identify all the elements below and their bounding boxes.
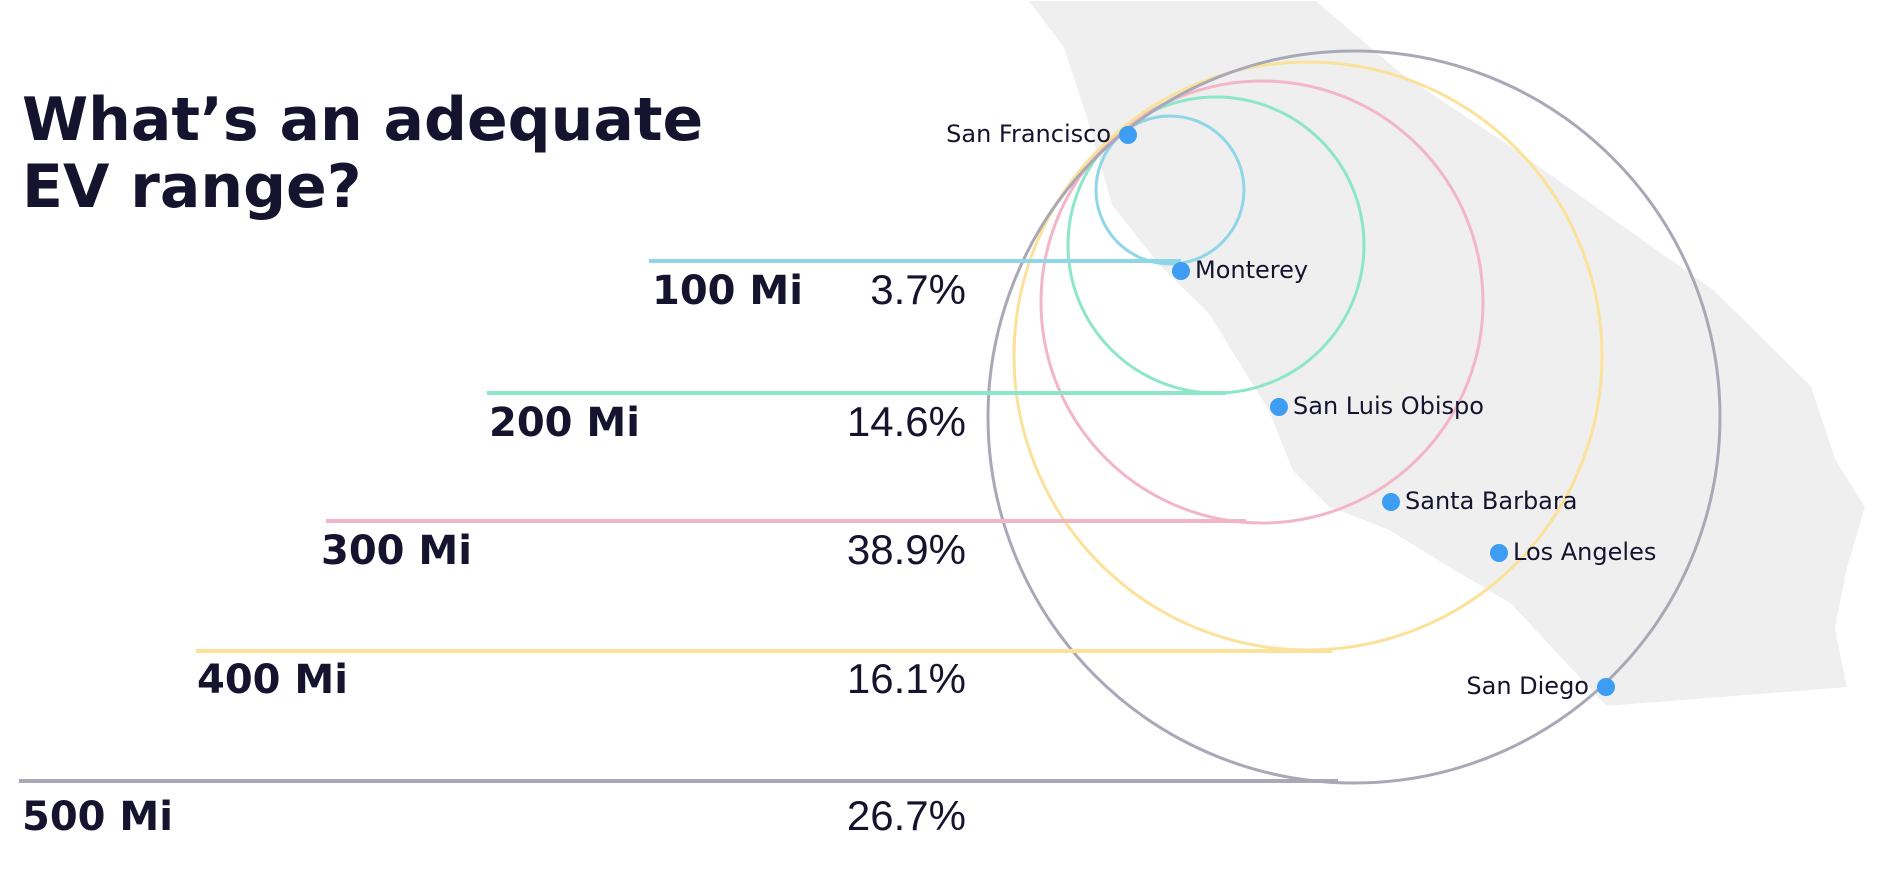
range-ring bbox=[1094, 114, 1246, 266]
range-label: 100 Mi bbox=[652, 268, 803, 314]
range-share: 26.7% bbox=[847, 792, 966, 839]
range-label: 400 Mi bbox=[197, 657, 348, 703]
title-line: What’s an adequate bbox=[22, 85, 703, 155]
city-dot bbox=[1382, 493, 1400, 511]
city-label: Los Angeles bbox=[1513, 538, 1656, 566]
city-label: San Francisco bbox=[946, 120, 1111, 148]
city-label: San Diego bbox=[1466, 672, 1589, 700]
city-label: Santa Barbara bbox=[1405, 487, 1577, 515]
title-line: EV range? bbox=[22, 152, 362, 222]
range-share: 38.9% bbox=[847, 526, 966, 573]
city-dot bbox=[1490, 544, 1508, 562]
range-label: 300 Mi bbox=[321, 528, 472, 574]
california-map bbox=[1025, 0, 1868, 709]
range-ring bbox=[1039, 79, 1485, 525]
city-dot bbox=[1597, 678, 1615, 696]
city-dot bbox=[1172, 262, 1190, 280]
city-label: San Luis Obispo bbox=[1293, 392, 1484, 420]
range-ring bbox=[986, 49, 1722, 785]
range-label: 500 Mi bbox=[22, 794, 173, 840]
city-dot bbox=[1119, 126, 1137, 144]
range-share: 3.7% bbox=[870, 266, 966, 313]
city-dot bbox=[1270, 398, 1288, 416]
range-share: 16.1% bbox=[847, 655, 966, 702]
range-label: 200 Mi bbox=[489, 400, 640, 446]
city-label: Monterey bbox=[1195, 256, 1308, 284]
range-share: 14.6% bbox=[847, 398, 966, 445]
